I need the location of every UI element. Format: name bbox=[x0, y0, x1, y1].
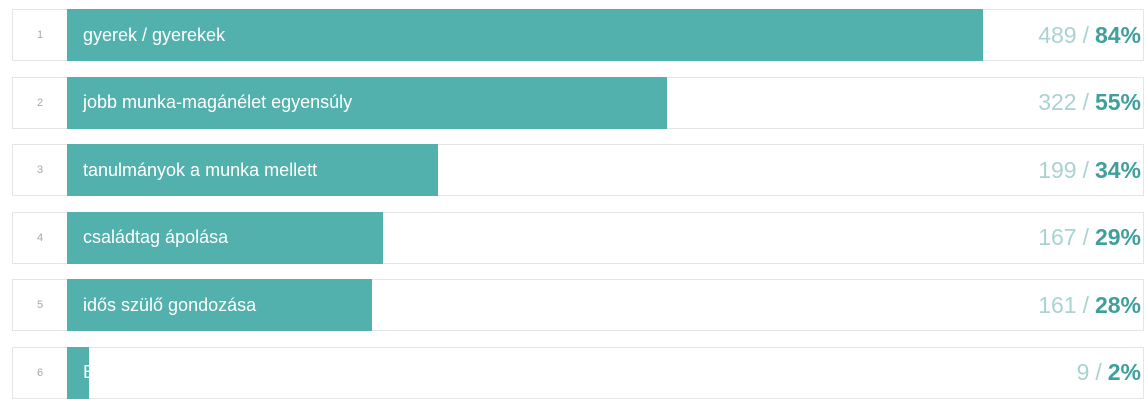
stat-separator: / bbox=[1082, 291, 1089, 318]
vote-count: 199 bbox=[1038, 156, 1077, 183]
answer-label: gyerek / gyerekek bbox=[83, 24, 226, 45]
result-row: 4 családtag ápolása 167 / 29% bbox=[12, 211, 1144, 264]
vote-percent: 29% bbox=[1094, 224, 1141, 250]
vote-percent: 55% bbox=[1094, 89, 1141, 115]
result-row: 1 gyerek / gyerekek 489 / 84% bbox=[12, 9, 1144, 61]
result-row: 6 Egyéb 9 / 2% bbox=[12, 346, 1144, 399]
result-stat: 322 / 55% bbox=[1038, 78, 1141, 128]
answer-label: idős szülő gondozása bbox=[83, 294, 257, 315]
result-stat: 161 / 28% bbox=[1038, 280, 1141, 330]
result-row: 3 tanulmányok a munka mellett 199 / 34% bbox=[12, 144, 1144, 196]
result-stat: 167 / 29% bbox=[1038, 213, 1141, 263]
rank-number: 1 bbox=[36, 29, 44, 41]
result-bar bbox=[67, 76, 667, 129]
vote-percent: 2% bbox=[1107, 359, 1141, 385]
result-stat: 9 / 2% bbox=[1077, 348, 1141, 398]
answer-label: tanulmányok a munka mellett bbox=[83, 159, 318, 180]
vote-count: 9 bbox=[1076, 359, 1090, 385]
result-bar bbox=[67, 144, 438, 196]
answer-label: jobb munka-magánélet egyensúly bbox=[83, 92, 353, 112]
stat-separator: / bbox=[1082, 224, 1089, 250]
rank-number: 6 bbox=[36, 366, 44, 379]
result-bar bbox=[67, 346, 89, 399]
result-stat: 199 / 34% bbox=[1038, 145, 1141, 195]
vote-percent: 84% bbox=[1094, 21, 1141, 48]
vote-percent: 28% bbox=[1094, 291, 1141, 318]
result-bar bbox=[67, 211, 383, 264]
result-row: 5 idős szülő gondozása 161 / 28% bbox=[12, 279, 1144, 331]
rank-number: 3 bbox=[36, 164, 44, 176]
vote-count: 167 bbox=[1038, 224, 1077, 250]
result-bar bbox=[67, 9, 983, 61]
answer-label: Egyéb bbox=[83, 362, 135, 382]
vote-count: 322 bbox=[1038, 89, 1077, 115]
stat-separator: / bbox=[1082, 156, 1089, 183]
stat-separator: / bbox=[1082, 89, 1089, 115]
vote-percent: 34% bbox=[1094, 156, 1141, 183]
result-row: 2 jobb munka-magánélet egyensúly 322 / 5… bbox=[12, 76, 1144, 129]
vote-count: 161 bbox=[1038, 291, 1077, 318]
stat-separator: / bbox=[1082, 21, 1089, 48]
rank-number: 2 bbox=[36, 96, 44, 109]
rank-number: 4 bbox=[36, 231, 44, 244]
rank-number: 5 bbox=[36, 299, 44, 311]
result-stat: 489 / 84% bbox=[1038, 10, 1141, 60]
vote-count: 489 bbox=[1038, 21, 1077, 48]
stat-separator: / bbox=[1095, 359, 1102, 385]
result-bar bbox=[67, 279, 372, 331]
answer-label: családtag ápolása bbox=[83, 227, 229, 247]
